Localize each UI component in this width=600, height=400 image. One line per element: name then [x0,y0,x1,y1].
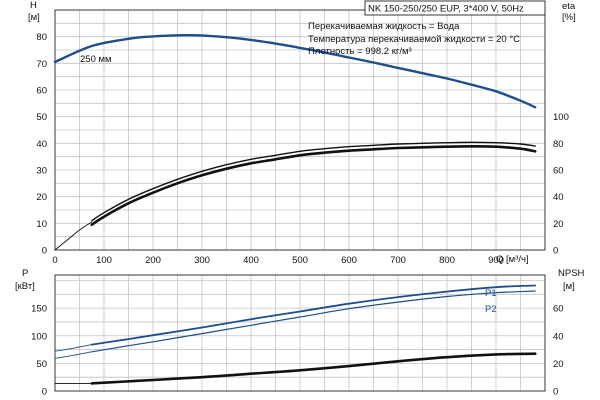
right-axis-tick-label: 0 [553,246,558,257]
x-axis-tick-label: 300 [194,255,210,266]
density-annotation: Плотность = 998.2 кг/м³ [308,46,412,57]
right-axis-tick-label: 40 [553,192,564,203]
series-line-1-1 [54,344,93,352]
x-axis-tick-label: 800 [439,255,455,266]
x-axis-tick-label: 600 [341,255,357,266]
p2-label: P2 [485,304,497,315]
chart-title: NK 150-250/250 EUP, 3*400 V, 50Hz [368,4,524,15]
x-axis-tick-label: 200 [145,255,161,266]
left-axis-tick-label: 100 [31,331,47,342]
title-box [364,0,546,16]
h-axis-unit: [м] [28,12,40,23]
power-chart-ticks: 0 50 100 150 0 20 40 60 [31,304,563,398]
npsh-axis-label: NPSH [558,268,585,279]
right-axis-tick-label: 20 [553,359,564,370]
left-axis-tick-label: 10 [36,219,47,230]
x-axis-tick-label: 100 [96,255,112,266]
x-axis-tick-label: 900 [488,255,504,266]
p-axis-label: P [22,268,28,279]
x-axis-tick-label: 0 [52,255,57,266]
q-axis-label: Q [м³/ч] [496,254,529,265]
eta-axis-label: eta [562,1,576,12]
right-axis-tick-label: 0 [553,387,558,398]
left-axis-tick-label: 80 [36,32,47,43]
series-line-0-1 [54,45,93,63]
left-axis-tick-label: 40 [36,139,47,150]
left-axis-tick-label: 50 [36,359,47,370]
left-axis-tick-label: 0 [42,246,47,257]
liquid-annotation: Перекачиваемая жидкость = Вода [308,21,460,32]
x-axis-tick-label: 500 [292,255,308,266]
left-axis-tick-label: 0 [42,387,47,398]
right-axis-tick-label: 20 [553,219,564,230]
impeller-diameter-label: 250 мм [80,54,112,65]
series-line-1-3 [54,351,93,359]
series-line-1-2 [91,290,536,353]
series-line-0-2 [91,141,536,222]
power-chart-frame [54,274,546,392]
eta-axis-unit: [%] [562,12,576,23]
power-chart-grid [55,275,545,391]
head-chart-frame [54,9,546,251]
power-chart-series [54,284,537,385]
right-axis-tick-label: 40 [553,331,564,342]
series-line-1-0 [90,284,537,346]
right-axis-tick-label: 60 [553,304,564,315]
head-chart-grid [55,10,545,250]
right-axis-tick-label: 80 [553,139,564,150]
series-line-0-3 [90,144,537,226]
series-line-1-4 [90,352,537,385]
head-chart-series [53,33,537,251]
left-axis-tick-label: 50 [36,112,47,123]
p1-label: P1 [485,288,497,299]
left-axis-tick-label: 30 [36,166,47,177]
left-axis-tick-label: 60 [36,86,47,97]
x-axis-tick-label: 700 [390,255,406,266]
series-line-0-0 [53,33,537,109]
right-axis-tick-label: 60 [553,166,564,177]
left-axis-tick-label: 20 [36,192,47,203]
x-axis-tick-label: 400 [243,255,259,266]
temperature-annotation: Температура перекачиваемой жидкости = 20… [308,34,520,45]
h-axis-label: H [30,0,37,11]
left-axis-tick-label: 150 [31,304,47,315]
p-axis-unit: [кВт] [15,281,35,292]
left-axis-tick-label: 70 [36,59,47,70]
series-line-0-4 [54,221,93,251]
npsh-axis-unit: [м] [563,281,575,292]
right-axis-tick-label: 100 [553,112,569,123]
